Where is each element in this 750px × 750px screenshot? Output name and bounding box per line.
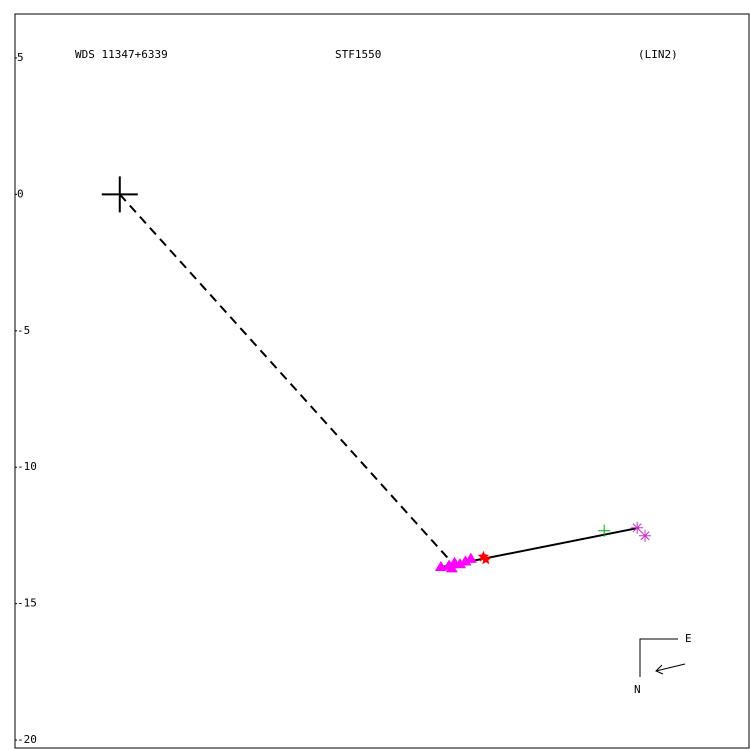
triangle-marker [453, 558, 466, 569]
annotation: (LIN2) [638, 48, 678, 61]
compass-east: E [685, 632, 692, 645]
y-tick-label: -10 [17, 460, 37, 473]
compass-arrowhead [655, 664, 664, 675]
orbit-line [119, 193, 451, 561]
compass-north: N [634, 683, 641, 696]
plus-marker [101, 176, 138, 213]
compass-arrow [655, 663, 686, 672]
triangle-marker [464, 552, 477, 563]
asterisk-marker [639, 529, 652, 542]
y-tick-label: -20 [17, 733, 37, 746]
plus-marker [598, 524, 611, 537]
chart-title: WDS 11347+6339 [75, 48, 168, 61]
y-tick-label: 5 [17, 51, 24, 64]
triangle-marker [459, 555, 472, 566]
compass-axes [639, 638, 678, 677]
y-tick-label: -15 [17, 597, 37, 610]
star-marker [480, 553, 492, 565]
compass [639, 638, 686, 677]
asterisk-marker [631, 521, 644, 534]
y-tick-label: -5 [17, 324, 30, 337]
chart-subtitle: STF1550 [335, 48, 381, 61]
plot-frame [14, 13, 750, 749]
y-tick-label: 0 [17, 187, 24, 200]
triangle-marker [445, 562, 458, 573]
